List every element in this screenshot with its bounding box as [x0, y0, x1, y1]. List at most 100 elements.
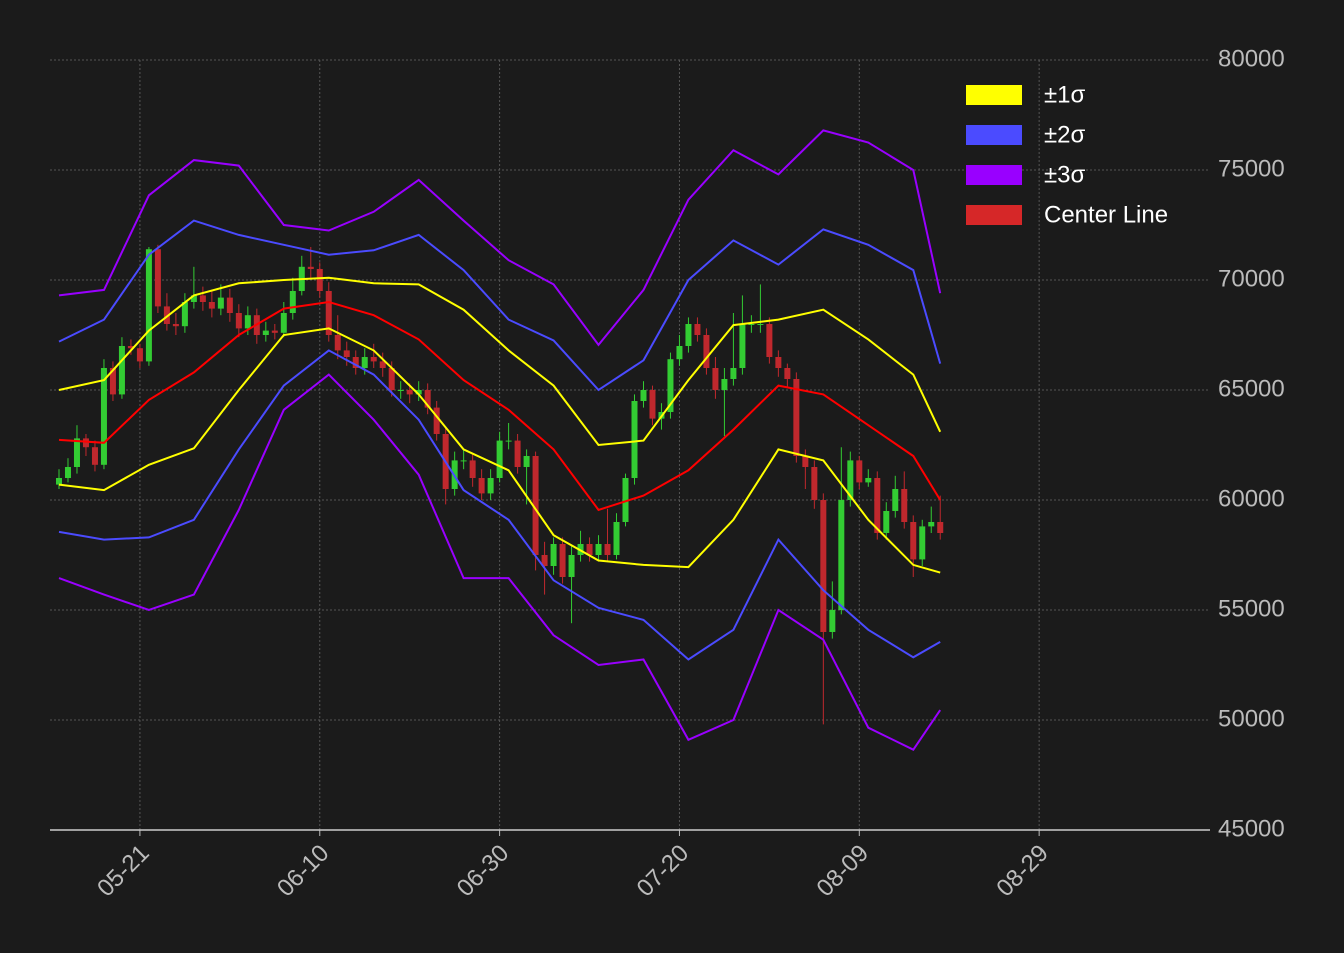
candle-body — [883, 511, 890, 533]
candle-body — [406, 390, 413, 395]
y-tick-label: 80000 — [1218, 45, 1285, 72]
candle-body — [343, 350, 350, 357]
candle-body — [721, 379, 728, 390]
candle-body — [514, 440, 521, 467]
candle-body — [757, 324, 764, 325]
candle-body — [685, 324, 692, 346]
candle-body — [550, 544, 557, 566]
candle-body — [145, 249, 152, 362]
candle-body — [217, 297, 224, 309]
candle-body — [793, 379, 800, 456]
band-line — [58, 327, 941, 574]
candle-body — [523, 456, 530, 467]
candle-body — [415, 390, 422, 395]
candle-body — [352, 357, 359, 368]
candle-body — [244, 315, 251, 329]
candle-body — [865, 478, 872, 483]
candle-body — [676, 346, 683, 360]
candle-body — [730, 368, 737, 379]
candle-body — [739, 324, 746, 368]
legend-swatch — [966, 85, 1022, 105]
x-tick-label: 08-29 — [991, 840, 1054, 903]
candle-body — [307, 266, 314, 269]
candle-body — [649, 390, 656, 419]
candle-body — [595, 544, 602, 555]
candle-body — [856, 460, 863, 483]
legend-swatch — [966, 165, 1022, 185]
candle-body — [892, 489, 899, 511]
candle-body — [199, 295, 206, 302]
band-line — [58, 129, 942, 347]
candle-body — [226, 297, 233, 313]
candle-body — [100, 368, 107, 465]
candle-body — [775, 357, 782, 368]
x-tick-label: 06-10 — [272, 840, 335, 903]
candle-body — [325, 291, 332, 335]
candle-body — [280, 313, 287, 333]
candle-body — [208, 302, 215, 309]
candle-body — [478, 478, 485, 494]
candle-body — [901, 489, 908, 522]
candle-body — [109, 368, 116, 395]
candle-body — [136, 348, 143, 362]
legend-label: Center Line — [1044, 201, 1168, 228]
candle-body — [370, 357, 377, 362]
candle-body — [829, 610, 836, 632]
candle-body — [163, 306, 170, 324]
candle-body — [838, 500, 845, 610]
candle-body — [703, 335, 710, 368]
legend-label: ±2σ — [1044, 121, 1086, 148]
band-line — [58, 219, 942, 392]
candle-body — [82, 438, 89, 448]
candle-body — [505, 440, 512, 442]
candle-body — [532, 456, 539, 555]
x-tick-label: 08-09 — [812, 840, 875, 903]
candle-body — [460, 460, 467, 462]
candle-body — [712, 368, 719, 390]
candle-body — [73, 438, 80, 467]
candle-body — [334, 335, 341, 351]
candle-body — [235, 313, 242, 329]
candle-body — [631, 401, 638, 478]
candle-body — [91, 447, 98, 465]
candle-body — [622, 478, 629, 522]
candle-body — [361, 357, 368, 368]
candle-body — [766, 324, 773, 357]
legend-swatch — [966, 125, 1022, 145]
y-tick-label: 50000 — [1218, 705, 1285, 732]
candle-body — [271, 330, 278, 333]
candle-body — [640, 390, 647, 401]
candle-body — [613, 522, 620, 555]
candle-body — [316, 269, 323, 291]
candle-body — [568, 555, 575, 577]
candle-body — [874, 478, 881, 533]
candle-body — [469, 460, 476, 478]
candle-body — [802, 456, 809, 467]
candle-body — [127, 346, 134, 349]
y-tick-label: 65000 — [1218, 375, 1285, 402]
candle-body — [496, 440, 503, 478]
y-tick-label: 55000 — [1218, 595, 1285, 622]
candle-body — [424, 390, 431, 408]
candle-body — [64, 467, 71, 478]
candle-body — [379, 361, 386, 368]
candle-body — [397, 390, 404, 391]
candle-body — [55, 478, 62, 485]
x-tick-label: 05-21 — [92, 840, 155, 903]
candle-body — [559, 544, 566, 577]
x-tick-label: 07-20 — [632, 840, 695, 903]
candle-body — [820, 500, 827, 632]
x-tick-label: 06-30 — [452, 840, 515, 903]
candle-body — [847, 460, 854, 500]
candle-body — [604, 544, 611, 555]
candle-body — [154, 249, 161, 307]
candle-body — [910, 522, 917, 560]
candle-body — [928, 522, 935, 527]
candle-body — [937, 522, 944, 533]
y-tick-label: 60000 — [1218, 485, 1285, 512]
candle-body — [586, 544, 593, 555]
band-line — [58, 276, 942, 447]
legend-swatch — [966, 205, 1022, 225]
candle-body — [541, 555, 548, 566]
